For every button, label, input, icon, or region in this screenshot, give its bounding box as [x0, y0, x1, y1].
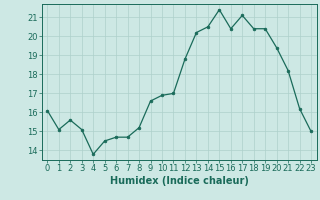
X-axis label: Humidex (Indice chaleur): Humidex (Indice chaleur) — [110, 176, 249, 186]
